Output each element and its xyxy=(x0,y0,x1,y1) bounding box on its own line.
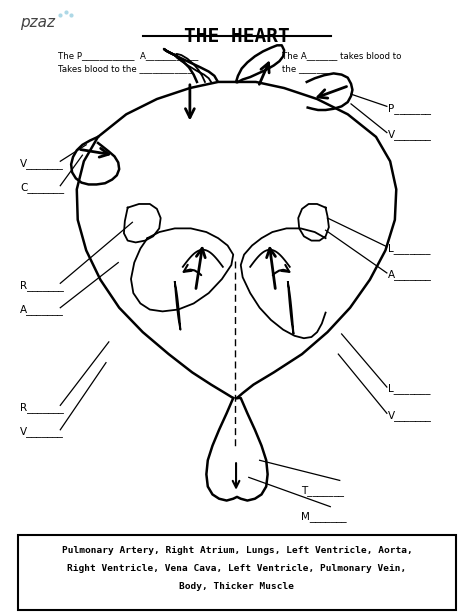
Text: the _______: the _______ xyxy=(282,64,329,73)
Text: Pulmonary Artery, Right Atrium, Lungs, Left Ventricle, Aorta,: Pulmonary Artery, Right Atrium, Lungs, L… xyxy=(62,546,412,555)
Text: C_______: C_______ xyxy=(20,182,64,193)
Text: Right Ventricle, Vena Cava, Left Ventricle, Pulmonary Vein,: Right Ventricle, Vena Cava, Left Ventric… xyxy=(67,564,407,573)
Text: Body, Thicker Muscle: Body, Thicker Muscle xyxy=(180,582,294,592)
Text: V_______: V_______ xyxy=(20,158,64,169)
Text: R_______: R_______ xyxy=(20,280,64,291)
Text: P_______: P_______ xyxy=(388,103,431,113)
FancyBboxPatch shape xyxy=(18,535,456,610)
Text: pzaz: pzaz xyxy=(20,15,55,30)
Text: L_______: L_______ xyxy=(388,383,430,394)
Text: The A_______ takes blood to: The A_______ takes blood to xyxy=(282,51,401,61)
Text: T_______: T_______ xyxy=(301,485,344,497)
Text: M_______: M_______ xyxy=(301,512,346,522)
Text: A_______: A_______ xyxy=(388,269,432,280)
Text: THE HEART: THE HEART xyxy=(184,27,290,46)
Text: V_______: V_______ xyxy=(20,426,64,437)
Text: R_______: R_______ xyxy=(20,402,64,413)
Text: The P____________  A____________: The P____________ A____________ xyxy=(58,51,198,61)
Text: L_______: L_______ xyxy=(388,243,430,254)
Text: V_______: V_______ xyxy=(388,129,432,140)
Text: V_______: V_______ xyxy=(388,409,432,421)
Text: Takes blood to the ____________: Takes blood to the ____________ xyxy=(58,64,192,73)
Text: A_______: A_______ xyxy=(20,304,64,315)
